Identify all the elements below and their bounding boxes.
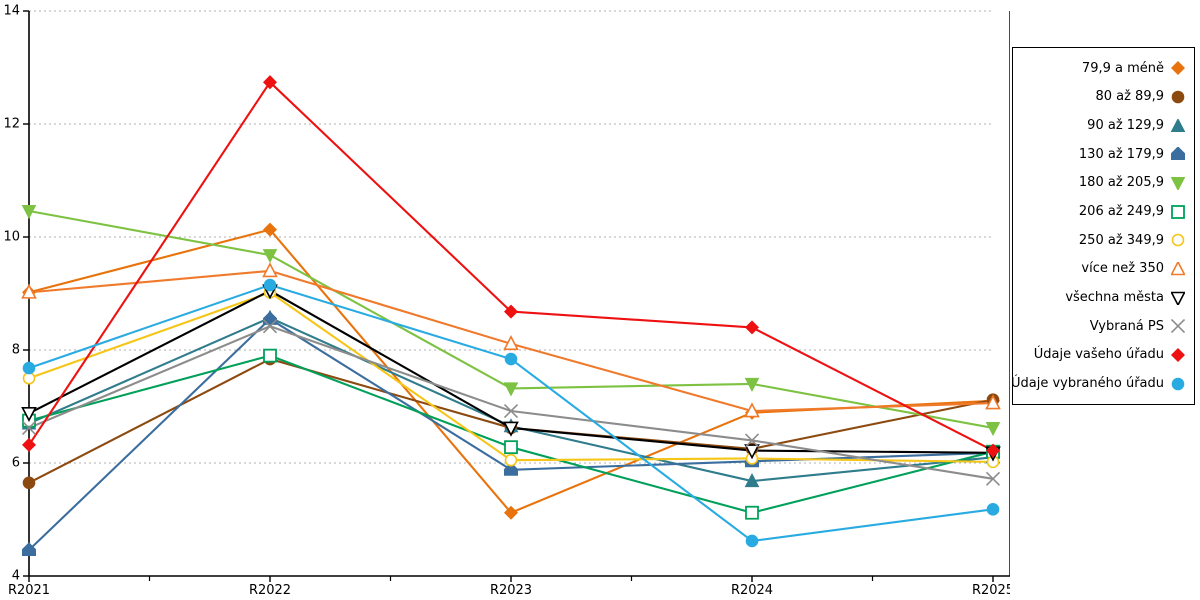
series-data-point [744, 433, 760, 448]
diamond-marker-icon [1171, 61, 1185, 76]
legend-item[interactable]: Údaje vybraného úřadu [1010, 371, 1194, 397]
circle-marker-icon [1171, 377, 1185, 390]
chart-legend: 79,9 a méně 80 až 89,9 90 až 129,9 130 až 1… [1010, 47, 1195, 405]
series-data-point [262, 75, 278, 90]
pentagon-marker-icon [1171, 147, 1185, 161]
series-data-point [22, 371, 36, 385]
series-data-point [503, 335, 519, 351]
series-data-point [985, 471, 1001, 486]
series-data-point [22, 476, 36, 490]
series-data-point [21, 283, 37, 299]
legend-item-label: 79,9 a méně [1081, 60, 1164, 76]
legend-item-label: 180 až 205,9 [1078, 175, 1164, 191]
series-data-point [986, 503, 1000, 516]
legend-item-label: 206 až 249,9 [1078, 204, 1164, 220]
series-data-point [504, 440, 518, 455]
legend-item[interactable]: 130 až 179,9 [1013, 141, 1194, 167]
legend-item-label: 90 až 129,9 [1087, 118, 1164, 134]
triangle-open-marker-icon [1171, 261, 1185, 276]
plot-area: 4 6 8 10 12 14 R2021 R2022 R2023 R2024 R2025 [3, 4, 1010, 598]
series-data-point [744, 320, 760, 335]
legend-item[interactable]: 79,9 a méně [1013, 55, 1194, 81]
legend-item[interactable]: všechna města [1013, 285, 1194, 311]
legend-item-label: 250 až 349,9 [1078, 232, 1164, 248]
series-data-point [504, 462, 518, 476]
series-data-point [504, 352, 518, 366]
legend-item-label: všechna města [1065, 290, 1164, 306]
legend-item[interactable]: Vybraná PS [1013, 313, 1194, 339]
legend-item[interactable]: 206 až 249,9 [1013, 199, 1194, 225]
series-data-point [21, 406, 37, 423]
series-data-point [262, 222, 278, 237]
legend-item-label: více než 350 [1081, 261, 1164, 277]
series-data-point [745, 505, 759, 520]
cross-marker-icon [1171, 319, 1185, 334]
series-data-point [503, 304, 519, 319]
legend-item-label: Údaje vašeho úřadu [1033, 347, 1164, 363]
series-data-point [263, 278, 277, 292]
x-axis-tick-label: R2025 [972, 583, 1010, 598]
y-axis-tick-label: 14 [3, 4, 20, 19]
legend-item-label: 80 až 89,9 [1095, 89, 1164, 105]
y-axis-tick-label: 4 [12, 569, 20, 584]
series-data-point [21, 437, 37, 452]
y-axis-tick-label: 8 [12, 343, 20, 358]
series-data-point [985, 394, 1001, 410]
series-data-point [744, 472, 760, 488]
legend-item-label: 130 až 179,9 [1078, 146, 1164, 162]
y-axis-tick-label: 6 [12, 456, 20, 471]
y-axis-tick-label: 12 [3, 117, 20, 132]
series-data-point [21, 205, 37, 220]
legend-item[interactable]: 90 až 129,9 [1013, 113, 1194, 139]
triangle-down-open-marker-icon [1171, 291, 1185, 305]
series-data-point [504, 453, 518, 467]
triangle-down-marker-icon [1171, 176, 1185, 190]
y-axis-tick-label: 10 [3, 230, 20, 245]
series-data-point [503, 382, 519, 397]
series-data-point [262, 319, 278, 334]
legend-item[interactable]: 180 až 205,9 [1013, 170, 1194, 196]
series-data-point [744, 402, 760, 418]
x-axis-tick-label: R2022 [249, 583, 291, 598]
series-data-point [21, 420, 37, 436]
legend-item-list: 79,9 a méně 80 až 89,9 90 až 129,9 130 až 1… [1010, 48, 1194, 404]
series-data-point [745, 534, 759, 548]
legend-item-label: Údaje vybraného úřadu [1010, 376, 1164, 392]
legend-item-label: Vybraná PS [1089, 318, 1164, 334]
legend-item[interactable]: 250 až 349,9 [1013, 227, 1194, 253]
series-data-point [503, 421, 519, 437]
series-data-point [263, 348, 277, 363]
x-axis-tick-label: R2024 [731, 583, 773, 598]
series-data-point [262, 262, 278, 278]
legend-item[interactable]: 80 až 89,9 [1013, 84, 1194, 110]
series-line [27, 283, 995, 543]
series-data-point [503, 505, 519, 520]
series-data-point [985, 443, 1001, 458]
series-data-point [744, 377, 760, 392]
series-data-point [985, 421, 1001, 437]
triangle-up-marker-icon [1171, 118, 1185, 132]
diamond-marker-icon [1171, 347, 1185, 362]
x-axis-tick-label: R2021 [8, 583, 50, 598]
x-axis-tick-label: R2023 [490, 583, 532, 598]
series-data-point [262, 249, 278, 264]
series-data-point [22, 542, 36, 557]
legend-item[interactable]: více než 350 [1013, 256, 1194, 282]
series-data-point [22, 361, 36, 375]
line-chart: 4 6 8 10 12 14 R2021 R2022 R2023 R2024 R2025 [3, 4, 1010, 598]
series-data-point [503, 403, 519, 419]
circle-marker-icon [1171, 90, 1185, 104]
circle-open-marker-icon [1171, 233, 1185, 247]
series-data-point [744, 444, 760, 460]
series-data-point [263, 311, 277, 325]
square-open-marker-icon [1171, 204, 1185, 219]
legend-item[interactable]: Údaje vašeho úřadu [1013, 342, 1194, 368]
